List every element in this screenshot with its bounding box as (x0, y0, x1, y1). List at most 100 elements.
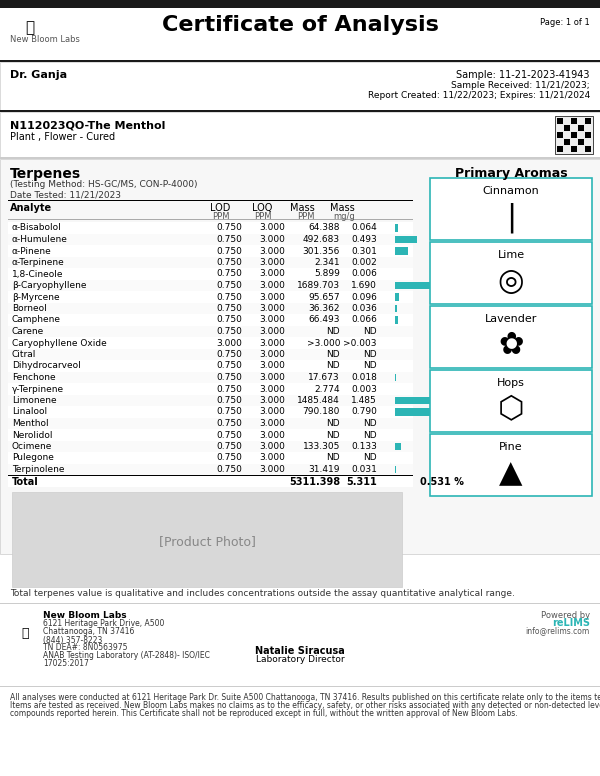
Bar (8, 325, 413, 337)
Text: Date Tested: 11/21/2023: Date Tested: 11/21/2023 (10, 190, 121, 199)
Text: ND: ND (326, 350, 340, 359)
Text: 1,8-Cineole: 1,8-Cineole (12, 269, 64, 279)
Text: 0.066: 0.066 (351, 316, 377, 324)
Text: 17.673: 17.673 (308, 373, 340, 382)
Bar (395, 466, 397, 473)
Bar (8, 452, 413, 463)
Text: 0.750: 0.750 (216, 327, 242, 336)
Bar (395, 235, 417, 243)
Text: 2.774: 2.774 (314, 384, 340, 393)
Text: Hops: Hops (497, 378, 525, 388)
Bar (578, 139, 584, 145)
Text: ✿: ✿ (498, 331, 524, 361)
Text: 95.657: 95.657 (308, 293, 340, 302)
Text: Lime: Lime (497, 250, 524, 260)
Text: 1.485: 1.485 (351, 396, 377, 405)
Bar (395, 304, 397, 312)
Text: Citral: Citral (12, 350, 37, 359)
Text: TN DEA#: 8N0563975: TN DEA#: 8N0563975 (43, 643, 128, 653)
Text: 2.341: 2.341 (314, 258, 340, 267)
Text: ◎: ◎ (497, 268, 524, 296)
Text: 0.750: 0.750 (216, 362, 242, 370)
Text: Certificate of Analysis: Certificate of Analysis (161, 15, 439, 35)
Text: 3.000: 3.000 (259, 269, 285, 279)
Text: Linalool: Linalool (12, 407, 47, 417)
Text: Natalie Siracusa: Natalie Siracusa (255, 646, 345, 656)
Bar (8, 441, 413, 452)
Text: 0.750: 0.750 (216, 465, 242, 474)
Text: ND: ND (364, 362, 377, 370)
Bar (8, 200, 413, 201)
Text: 0.750: 0.750 (216, 396, 242, 405)
Bar (0, 157, 600, 159)
Bar (8, 406, 413, 417)
Text: ND: ND (364, 431, 377, 439)
Text: 3.000: 3.000 (259, 362, 285, 370)
Text: ▲: ▲ (499, 459, 523, 489)
Text: 3.000: 3.000 (259, 431, 285, 439)
Text: 3.000: 3.000 (259, 384, 285, 393)
Text: Pine: Pine (499, 442, 523, 452)
Text: 0.301: 0.301 (351, 247, 377, 255)
Text: 3.000: 3.000 (259, 465, 285, 474)
Bar (12, 491, 402, 587)
Text: 🌿: 🌿 (21, 627, 29, 640)
Bar (8, 429, 413, 441)
Bar (395, 316, 398, 324)
Text: Plant , Flower - Cured: Plant , Flower - Cured (10, 132, 115, 142)
Text: Mass: Mass (330, 203, 355, 213)
Bar (430, 306, 592, 368)
Text: 3.000: 3.000 (259, 281, 285, 290)
Bar (555, 116, 593, 154)
Bar (430, 434, 592, 496)
Text: 64.388: 64.388 (308, 223, 340, 233)
Bar (395, 442, 401, 450)
Text: Sample Received: 11/21/2023;: Sample Received: 11/21/2023; (451, 81, 590, 90)
Text: γ-Terpinene: γ-Terpinene (12, 384, 64, 393)
Text: 31.419: 31.419 (308, 465, 340, 474)
Text: 301.356: 301.356 (302, 247, 340, 255)
Text: Caryophyllene Oxide: Caryophyllene Oxide (12, 338, 107, 348)
Text: 3.000: 3.000 (259, 350, 285, 359)
Text: Menthol: Menthol (12, 419, 49, 428)
Bar (8, 257, 413, 268)
Bar (8, 372, 413, 383)
Text: Nerolidol: Nerolidol (12, 431, 53, 439)
Text: LOD: LOD (209, 203, 230, 213)
Bar (8, 222, 413, 234)
Text: 66.493: 66.493 (308, 316, 340, 324)
Text: 0.750: 0.750 (216, 269, 242, 279)
Text: Powered by: Powered by (541, 611, 590, 619)
Text: 0.096: 0.096 (351, 293, 377, 302)
Text: 790.180: 790.180 (302, 407, 340, 417)
Text: Page: 1 of 1: Page: 1 of 1 (540, 18, 590, 27)
Bar (564, 139, 570, 145)
Bar (395, 282, 470, 289)
Text: Primary Aromas: Primary Aromas (455, 167, 568, 180)
Bar (585, 146, 591, 152)
Text: compounds reported herein. This Certificate shall not be reproduced except in fu: compounds reported herein. This Certific… (10, 708, 518, 718)
Bar (0, 605, 600, 685)
Bar (585, 118, 591, 124)
Bar (395, 224, 398, 231)
Text: Limonene: Limonene (12, 396, 56, 405)
Text: Chattanooga, TN 37416: Chattanooga, TN 37416 (43, 628, 134, 636)
Text: ND: ND (364, 350, 377, 359)
Bar (430, 370, 592, 432)
Text: 0.002: 0.002 (351, 258, 377, 267)
Text: 0.531 %: 0.531 % (420, 477, 464, 487)
Text: 0.750: 0.750 (216, 235, 242, 244)
Text: 0.750: 0.750 (216, 281, 242, 290)
Text: 5.311: 5.311 (346, 477, 377, 487)
Text: 1.690: 1.690 (351, 281, 377, 290)
Text: reLIMS: reLIMS (552, 618, 590, 629)
Text: Ocimene: Ocimene (12, 442, 52, 451)
Bar (430, 178, 592, 240)
Text: Mass: Mass (290, 203, 315, 213)
Text: LOQ: LOQ (251, 203, 272, 213)
Text: 36.362: 36.362 (308, 304, 340, 313)
Text: 0.750: 0.750 (216, 419, 242, 428)
Text: All analyses were conducted at 6121 Heritage Park Dr. Suite A500 Chattanooga, TN: All analyses were conducted at 6121 Heri… (10, 692, 600, 702)
Bar (8, 383, 413, 394)
Text: 3.000: 3.000 (259, 316, 285, 324)
